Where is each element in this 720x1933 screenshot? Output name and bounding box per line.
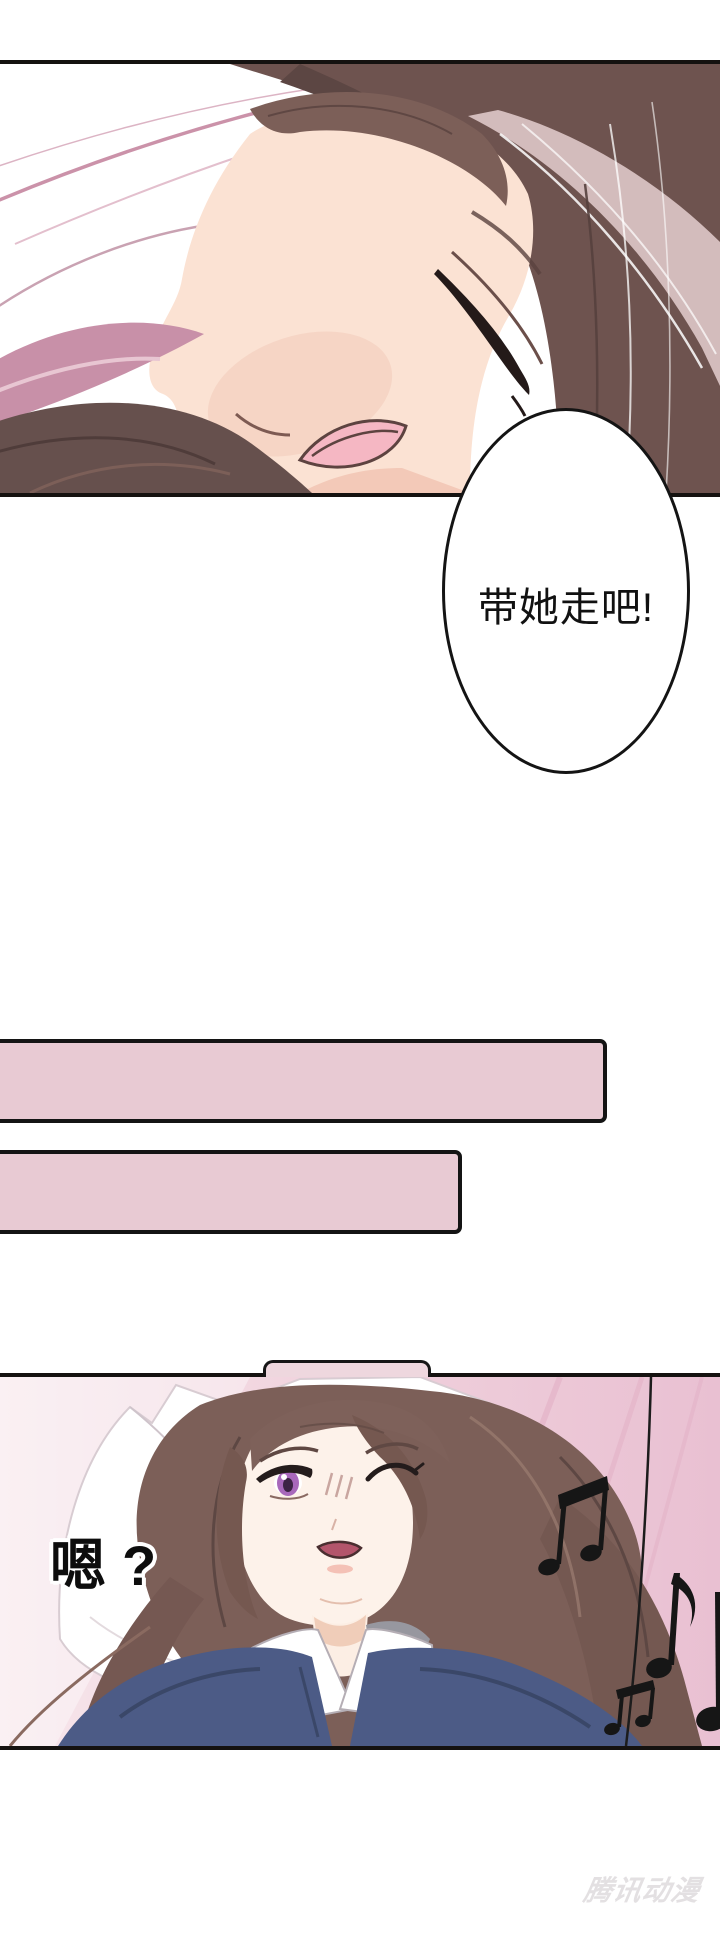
pillow-corner (263, 1360, 431, 1377)
wink-eye (365, 1442, 425, 1482)
earphone-cord (624, 1377, 653, 1746)
eighth-note-pair-icon (538, 1476, 609, 1576)
pink-divider-bar-1 (0, 1039, 607, 1123)
speech-bubble: 带她走吧! (442, 408, 690, 774)
speech-bubble-text: 带她走吧! (477, 586, 655, 630)
girl-waking-art (0, 1377, 720, 1746)
sfx-text: 嗯? (50, 1534, 173, 1597)
pink-divider-bar-2 (0, 1150, 462, 1234)
open-eye (256, 1446, 319, 1500)
eighth-note-icon (646, 1573, 696, 1679)
eighth-note-pair-small-icon (604, 1680, 655, 1736)
watermark-tencent-comics: 腾讯动漫 (581, 1875, 703, 1906)
